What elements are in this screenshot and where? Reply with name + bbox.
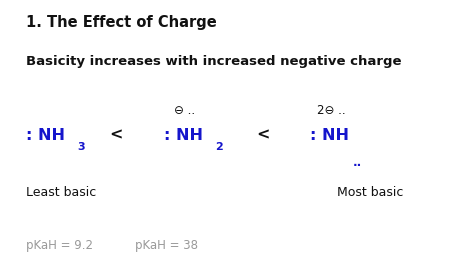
Text: : NH: : NH [310,128,349,143]
Text: <: < [109,128,123,143]
Text: pKaH = 38: pKaH = 38 [135,239,198,252]
Text: Basicity increases with increased negative charge: Basicity increases with increased negati… [26,55,401,68]
Text: 3: 3 [77,143,85,152]
Text: <: < [256,128,270,143]
Text: 2⊖ ..: 2⊖ .. [318,104,346,117]
Text: 2: 2 [215,143,222,152]
Text: Least basic: Least basic [26,186,96,199]
Text: Most basic: Most basic [337,186,403,199]
Text: ..: .. [352,156,362,169]
Text: : NH: : NH [26,128,65,143]
Text: pKaH = 9.2: pKaH = 9.2 [26,239,93,252]
Text: 1. The Effect of Charge: 1. The Effect of Charge [26,15,217,30]
Text: ⊖ ..: ⊖ .. [174,104,195,117]
Text: : NH: : NH [164,128,202,143]
